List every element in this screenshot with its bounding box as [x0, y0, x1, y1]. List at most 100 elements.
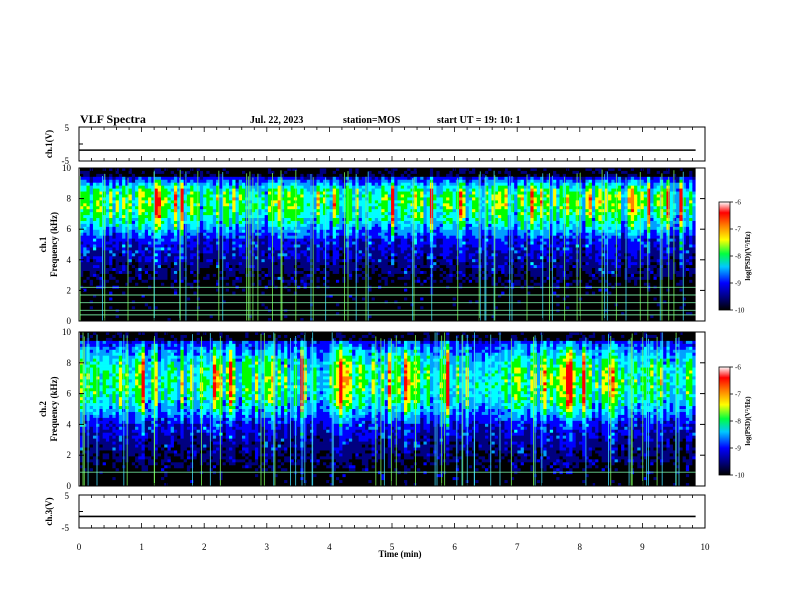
ch1spec-cell — [258, 203, 262, 207]
ch1spec-cell — [80, 279, 84, 284]
ch1spec-cell — [326, 268, 330, 272]
ch1spec-cell — [118, 259, 123, 263]
ch1spec-cell — [170, 170, 175, 175]
ch1spec-cell — [238, 176, 243, 181]
ch1spec-cell — [135, 247, 139, 251]
ch1spec-cell — [86, 256, 91, 260]
ch1spec-cell — [141, 294, 146, 298]
ch1spec-cell — [83, 168, 87, 172]
ch1spec-cell — [148, 250, 152, 254]
ch1spec-cell — [216, 188, 220, 192]
ch1spec-cell — [125, 215, 129, 219]
ch1spec-cell — [339, 203, 343, 207]
ch1spec-cell — [161, 229, 165, 234]
ch1spec-cell — [83, 244, 87, 248]
ch1spec-cell — [261, 315, 266, 319]
ch1spec-cell — [144, 318, 149, 322]
ch1spec-cell — [371, 282, 376, 287]
ch1spec-cell — [122, 209, 126, 213]
ch1spec-cell — [141, 232, 146, 237]
ch1spec-cell — [80, 241, 84, 245]
ch1spec-cell — [361, 303, 366, 307]
ch1spec-cell — [290, 259, 295, 263]
ch1spec-cell — [381, 170, 385, 175]
ch1spec-cell — [297, 300, 301, 304]
ch1spec-cell — [105, 297, 110, 301]
ch1spec-cell — [118, 300, 123, 304]
ch1spec-cell — [193, 226, 198, 231]
ch1spec-cell — [203, 247, 207, 251]
ch1spec-cell — [219, 212, 223, 216]
ch1spec-cell — [105, 197, 110, 201]
ch1spec-cell — [261, 273, 266, 278]
ch1spec-cell — [222, 215, 227, 219]
ch1spec-cell — [235, 303, 240, 307]
ch1spec-cell — [206, 229, 210, 234]
ch1spec-cell — [242, 206, 246, 210]
ch1spec-cell — [122, 173, 126, 178]
ch1spec-cell — [125, 306, 129, 310]
ch1spec-cell — [352, 256, 356, 260]
ch1spec-cell — [258, 312, 262, 316]
ch1spec-cell — [235, 309, 240, 313]
ch1spec-cell — [238, 282, 243, 287]
ch1spec-cell — [125, 182, 129, 187]
ch1spec-cell — [323, 229, 327, 234]
ch1spec-cell — [316, 253, 321, 257]
ch1spec-cell — [148, 185, 152, 189]
ch1spec-cell — [287, 309, 291, 313]
ch1spec-cell — [177, 256, 181, 260]
ch1spec-cell — [225, 294, 230, 298]
ch1spec-cell — [229, 294, 233, 298]
ch1spec-cell — [280, 244, 285, 248]
ch1spec-cell — [358, 238, 363, 242]
ch1spec-cell — [332, 294, 337, 298]
ch1spec-cell — [287, 265, 291, 269]
ch1spec-cell — [225, 179, 230, 184]
ch1spec-cell — [348, 235, 353, 240]
ch1spec-cell — [261, 220, 266, 225]
ch1spec-cell — [355, 297, 360, 301]
ch1spec-cell — [326, 256, 330, 260]
ch1spec-cell — [225, 244, 230, 248]
ch1spec-cell — [80, 315, 84, 319]
ch1spec-cell — [180, 200, 185, 204]
ch1spec-cell — [378, 168, 382, 172]
ch1spec-cell — [323, 291, 327, 295]
ch1spec-cell — [261, 185, 266, 189]
ch1spec-cell — [254, 188, 259, 192]
ch1spec-cell — [297, 294, 301, 298]
ch1spec-cell — [352, 203, 356, 207]
ch1spec-cell — [358, 182, 363, 187]
ch1spec-cell — [89, 294, 94, 298]
ch1spec-cell — [125, 256, 129, 260]
ch1spec-cell — [216, 250, 220, 254]
ch1spec-cell — [332, 315, 337, 319]
ch1spec-cell — [83, 312, 87, 316]
ch1spec-cell — [80, 220, 84, 225]
ch1spec-cell — [284, 309, 288, 313]
ch1spec-cell — [277, 182, 282, 187]
ch1spec-cell — [151, 170, 155, 175]
ch1spec-cell — [203, 253, 207, 257]
ch1spec-cell — [167, 241, 172, 245]
ch1spec-cell — [303, 300, 308, 304]
ch1spec-cell — [125, 179, 129, 184]
ch1spec-cell — [251, 250, 256, 254]
ch1spec-cell — [161, 185, 165, 189]
ch1spec-cell — [306, 259, 311, 263]
ch1spec-cell — [170, 265, 175, 269]
ch1spec-cell — [258, 294, 262, 298]
ch1spec-cell — [151, 315, 155, 319]
ch1spec-cell — [381, 209, 385, 213]
ch1spec-cell — [80, 297, 84, 301]
ch1spec-cell — [358, 262, 363, 266]
ch1spec-cell — [326, 309, 330, 313]
ch1wave-ytick-label: 5 — [65, 123, 70, 133]
ch1spec-cell — [251, 300, 256, 304]
ch1spec-cell — [332, 265, 337, 269]
ch1spec-cell — [199, 206, 204, 210]
ch1spec-cell — [368, 309, 372, 313]
ch1spec-cell — [89, 212, 94, 216]
ch1spec-cell — [105, 182, 110, 187]
